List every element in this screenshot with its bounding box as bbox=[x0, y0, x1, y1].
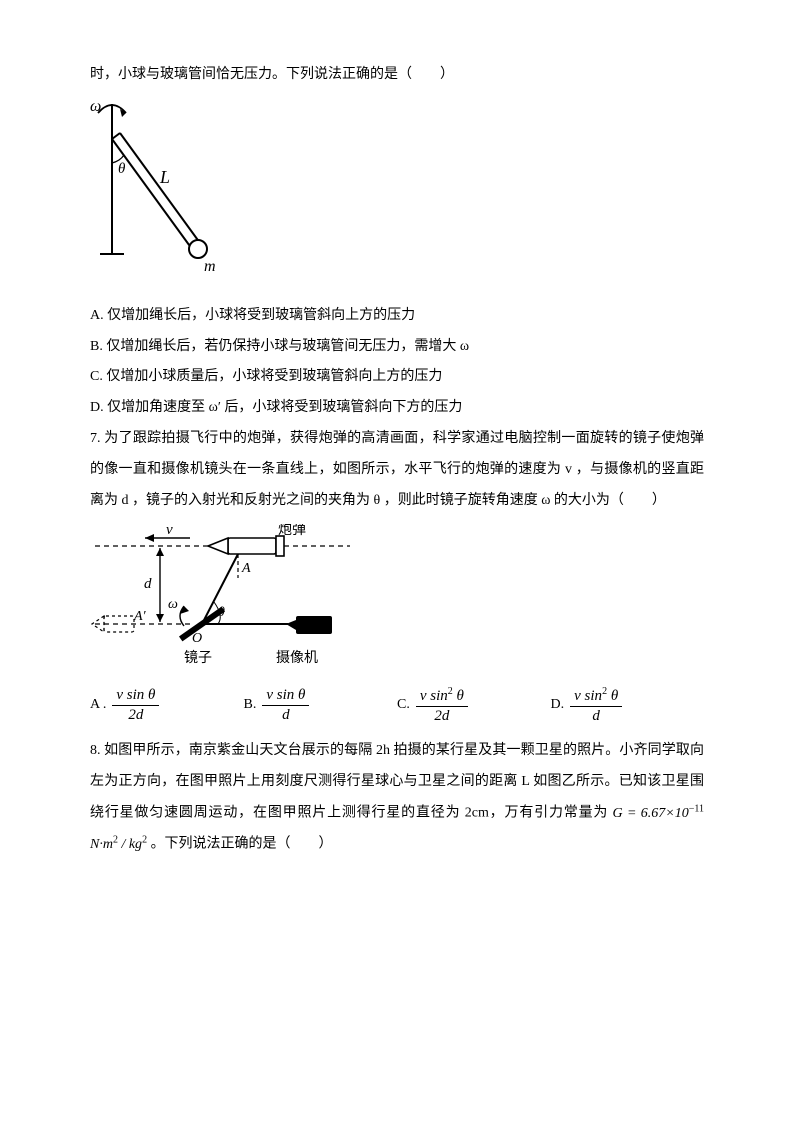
q7-svg: v 炮弹 A d A′ θ ω O 镜子 摄像机 bbox=[90, 524, 360, 674]
q7-opt-d-label: D. bbox=[551, 690, 565, 721]
page: 时，小球与玻璃管间恰无压力。下列说法正确的是（ ） bbox=[0, 0, 794, 921]
q7-opt-b-label: B. bbox=[244, 690, 257, 721]
q7-opt-c-frac: v sin2 θ 2d bbox=[416, 686, 468, 724]
q7-label-d: d bbox=[144, 576, 152, 592]
q7-label-mirror: 镜子 bbox=[184, 650, 212, 666]
q7-label-Ap: A′ bbox=[133, 609, 147, 624]
q7-label-camera: 摄像机 bbox=[276, 650, 318, 666]
q6-option-c: C. 仅增加小球质量后，小球将受到玻璃管斜向上方的压力 bbox=[90, 362, 704, 393]
q7-option-b: B. v sin θ d bbox=[244, 686, 398, 724]
q7-options-row: A . v sin θ 2d B. v sin θ d C. v sin2 θ … bbox=[90, 686, 704, 724]
q7-opt-d-frac: v sin2 θ d bbox=[570, 686, 622, 724]
q7-option-d: D. v sin2 θ d bbox=[551, 686, 705, 724]
q7-option-c: C. v sin2 θ 2d bbox=[397, 686, 551, 724]
q8-stem-post: 。下列说法正确的是（ ） bbox=[151, 837, 333, 852]
q7-stem: 7. 为了跟踪拍摄飞行中的炮弹，获得炮弹的高清画面，科学家通过电脑控制一面旋转的… bbox=[90, 424, 704, 516]
q7-option-a: A . v sin θ 2d bbox=[90, 686, 244, 724]
q6-label-L: L bbox=[159, 167, 170, 187]
q7-figure: v 炮弹 A d A′ θ ω O 镜子 摄像机 bbox=[90, 524, 704, 674]
q7-label-v: v bbox=[166, 524, 173, 538]
q6-option-b: B. 仅增加绳长后，若仍保持小球与玻璃管间无压力，需增大 ω bbox=[90, 332, 704, 363]
q6-figure: ω θ L m bbox=[90, 99, 704, 289]
q6-label-theta: θ bbox=[118, 161, 126, 177]
q7-opt-a-frac: v sin θ 2d bbox=[112, 687, 159, 723]
q6-label-m: m bbox=[204, 258, 216, 275]
q8-stem: 8. 如图甲所示，南京紫金山天文台展示的每隔 2h 拍摄的某行星及其一颗卫星的照… bbox=[90, 736, 704, 861]
q7-opt-a-label: A . bbox=[90, 690, 106, 721]
q7-opt-c-label: C. bbox=[397, 690, 410, 721]
q6-option-a: A. 仅增加绳长后，小球将受到玻璃管斜向上方的压力 bbox=[90, 301, 704, 332]
q6-stem-cont: 时，小球与玻璃管间恰无压力。下列说法正确的是（ ） bbox=[90, 60, 704, 91]
q7-opt-b-frac: v sin θ d bbox=[262, 687, 309, 723]
q7-label-theta: θ bbox=[218, 605, 225, 620]
q7-label-A: A bbox=[241, 561, 251, 576]
q6-label-omega: ω bbox=[90, 99, 101, 115]
q6-option-d: D. 仅增加角速度至 ω′ 后，小球将受到玻璃管斜向下方的压力 bbox=[90, 393, 704, 424]
q7-label-projectile: 炮弹 bbox=[278, 524, 306, 538]
q7-label-O: O bbox=[192, 631, 202, 646]
q7-label-omega: ω bbox=[168, 597, 178, 612]
q6-svg: ω θ L m bbox=[90, 99, 240, 289]
